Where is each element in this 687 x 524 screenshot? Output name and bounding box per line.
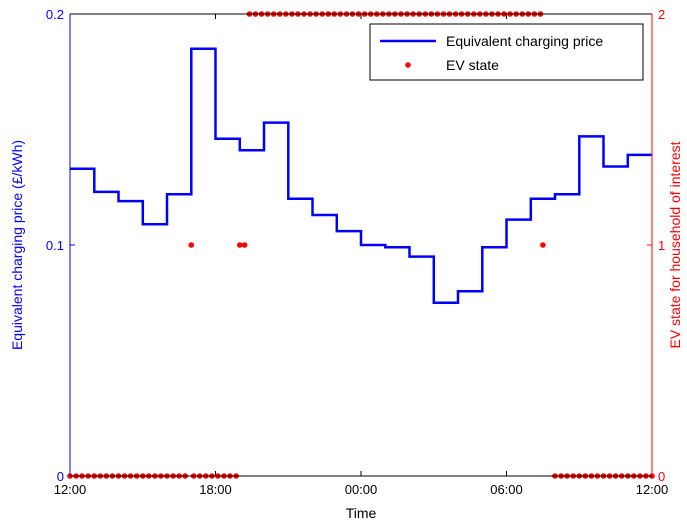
y-left-tick-label: 0 xyxy=(57,469,64,484)
legend-ev-swatch xyxy=(405,62,411,68)
price-series-layer xyxy=(70,47,652,305)
y-right-axis-label: EV state for household of interest xyxy=(667,141,683,348)
x-tick-label: 12:00 xyxy=(636,482,669,497)
y-right-tick-label: 2 xyxy=(658,7,665,22)
y-left-axis-label: Equivalent charging price (£/kWh) xyxy=(9,140,25,350)
x-tick-label: 00:00 xyxy=(345,482,378,497)
ev-point xyxy=(188,242,195,248)
x-axis-label: Time xyxy=(346,505,377,521)
ev-point xyxy=(241,242,248,248)
y-left-tick-label: 0.1 xyxy=(46,238,64,253)
price-line xyxy=(70,47,652,305)
legend: Equivalent charging price EV state xyxy=(369,23,644,81)
legend-price-label: Equivalent charging price xyxy=(446,33,603,49)
x-tick-labels: 12:00 18:00 00:00 06:00 12:00 xyxy=(54,482,669,497)
y-right-tick-labels: 0 1 2 xyxy=(658,7,665,484)
ev-point xyxy=(237,242,243,248)
x-tick-label: 18:00 xyxy=(199,482,232,497)
y-left-tick-label: 0.2 xyxy=(46,7,64,22)
legend-box xyxy=(369,23,644,81)
x-tick-label: 12:00 xyxy=(54,482,87,497)
y-left-tick-labels: 0 0.1 0.2 xyxy=(46,7,64,484)
legend-ev-label: EV state xyxy=(446,57,499,73)
axes xyxy=(69,13,653,477)
y-right-tick-label: 0 xyxy=(658,469,665,484)
x-tick-label: 06:00 xyxy=(490,482,523,497)
y-right-tick-label: 1 xyxy=(658,238,665,253)
ev-point xyxy=(540,242,546,248)
